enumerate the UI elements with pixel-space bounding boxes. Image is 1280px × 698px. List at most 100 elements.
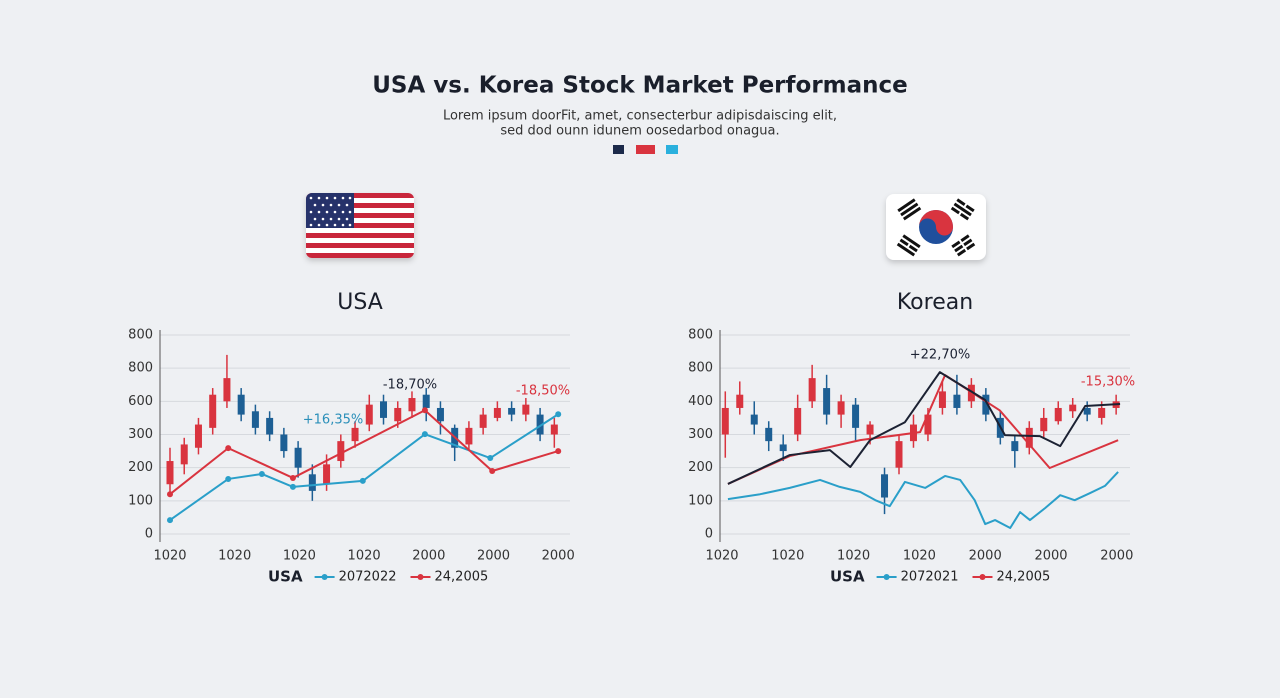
candle-body bbox=[1098, 407, 1106, 418]
annotation: +16,35% bbox=[303, 413, 363, 428]
y-tick-label: 800 bbox=[128, 361, 153, 376]
x-tick-label: 1020 bbox=[348, 549, 381, 564]
candle-body bbox=[750, 414, 758, 425]
line-marker bbox=[225, 445, 232, 452]
line-series bbox=[727, 471, 1119, 530]
legend-label: 2072022 bbox=[339, 570, 397, 585]
x-tick-label: 2000 bbox=[1034, 549, 1067, 564]
y-tick-label: 200 bbox=[128, 460, 153, 475]
color-swatch bbox=[613, 145, 624, 154]
y-tick-label: 300 bbox=[688, 427, 713, 442]
line-marker bbox=[225, 475, 232, 482]
x-tick-label: 2000 bbox=[542, 549, 575, 564]
candle-body bbox=[508, 407, 516, 415]
us-flag bbox=[306, 193, 414, 258]
legend-swatch-dot bbox=[417, 574, 424, 580]
candle-body bbox=[522, 404, 530, 415]
candle-body bbox=[280, 434, 288, 452]
line-series bbox=[727, 371, 1121, 485]
subtitle: Lorem ipsum doorFit, amet, consecterbur … bbox=[443, 109, 837, 124]
candle-body bbox=[394, 407, 402, 422]
candle-body bbox=[1025, 427, 1033, 448]
legend-title: USA bbox=[268, 568, 303, 586]
legend-label: 2072021 bbox=[901, 570, 959, 585]
candle-body bbox=[436, 407, 444, 422]
x-tick-label: 1020 bbox=[837, 549, 870, 564]
line-series bbox=[169, 413, 559, 521]
y-tick-label: 0 bbox=[145, 527, 153, 542]
candle-body bbox=[422, 394, 430, 408]
candle-body bbox=[895, 441, 903, 468]
x-tick-label: 2000 bbox=[969, 549, 1002, 564]
candle-body bbox=[294, 447, 302, 468]
candle-body bbox=[479, 414, 487, 428]
legend-label: 24,2005 bbox=[997, 570, 1051, 585]
korea-flag bbox=[886, 194, 986, 260]
candle-body bbox=[924, 414, 932, 435]
candle-body bbox=[194, 424, 202, 448]
candle-body bbox=[308, 474, 316, 491]
line-marker bbox=[359, 477, 366, 484]
x-tick-label: 1020 bbox=[903, 549, 936, 564]
annotation: -18,50% bbox=[516, 384, 570, 399]
line-marker bbox=[555, 411, 562, 418]
candle-body bbox=[550, 424, 558, 435]
candle-body bbox=[721, 407, 729, 435]
y-tick-label: 800 bbox=[688, 328, 713, 343]
candle-body bbox=[808, 378, 816, 402]
line-marker bbox=[289, 474, 296, 481]
candle-body bbox=[1083, 407, 1091, 415]
candle-body bbox=[823, 388, 831, 415]
candle-body bbox=[408, 398, 416, 412]
x-tick-label: 1020 bbox=[153, 549, 186, 564]
x-tick-label: 1020 bbox=[705, 549, 738, 564]
candle-body bbox=[765, 427, 773, 442]
y-tick-label: 200 bbox=[688, 460, 713, 475]
x-tick-label: 2000 bbox=[477, 549, 510, 564]
candle-body bbox=[323, 464, 331, 485]
candle-body bbox=[1069, 404, 1077, 412]
candle-body bbox=[337, 441, 345, 462]
legend-label: 24,2005 bbox=[435, 570, 489, 585]
line-marker bbox=[555, 448, 562, 455]
candle-body bbox=[237, 394, 245, 415]
candle-body bbox=[365, 404, 373, 425]
candle-body bbox=[223, 378, 231, 402]
annotation: +22,70% bbox=[910, 348, 970, 363]
annotation: -15,30% bbox=[1081, 375, 1135, 390]
page-title: USA vs. Korea Stock Market Performance bbox=[372, 73, 908, 99]
legend-swatch-dot bbox=[321, 574, 328, 580]
x-tick-label: 2000 bbox=[412, 549, 445, 564]
legend-swatch-dot bbox=[883, 574, 890, 580]
candle-body bbox=[166, 461, 174, 485]
candle-body bbox=[881, 474, 889, 498]
y-tick-label: 400 bbox=[688, 394, 713, 409]
y-tick-label: 600 bbox=[128, 394, 153, 409]
color-swatch bbox=[636, 145, 655, 154]
candle-body bbox=[380, 401, 388, 418]
subtitle: sed dod ounn idunem oosedarbod onagua. bbox=[500, 124, 779, 139]
line-marker bbox=[167, 491, 173, 498]
candle-body bbox=[266, 417, 274, 435]
y-tick-label: 0 bbox=[705, 527, 713, 542]
candle-body bbox=[938, 391, 946, 408]
candle-body bbox=[180, 444, 188, 465]
chart-title: Korean bbox=[897, 290, 973, 315]
candle-body bbox=[852, 404, 860, 428]
line-marker bbox=[421, 431, 428, 438]
candle-body bbox=[736, 394, 744, 408]
x-tick-label: 1020 bbox=[771, 549, 804, 564]
x-tick-label: 1020 bbox=[218, 549, 251, 564]
legend-title: USA bbox=[830, 568, 865, 586]
y-tick-label: 800 bbox=[128, 328, 153, 343]
y-tick-label: 100 bbox=[688, 493, 713, 508]
line-marker bbox=[289, 483, 296, 490]
candle-body bbox=[536, 414, 544, 435]
candle-body bbox=[1040, 417, 1048, 432]
y-tick-label: 800 bbox=[688, 361, 713, 376]
candle-body bbox=[779, 444, 787, 452]
candle-body bbox=[465, 427, 473, 445]
x-tick-label: 1020 bbox=[283, 549, 316, 564]
candle-body bbox=[1011, 441, 1019, 452]
